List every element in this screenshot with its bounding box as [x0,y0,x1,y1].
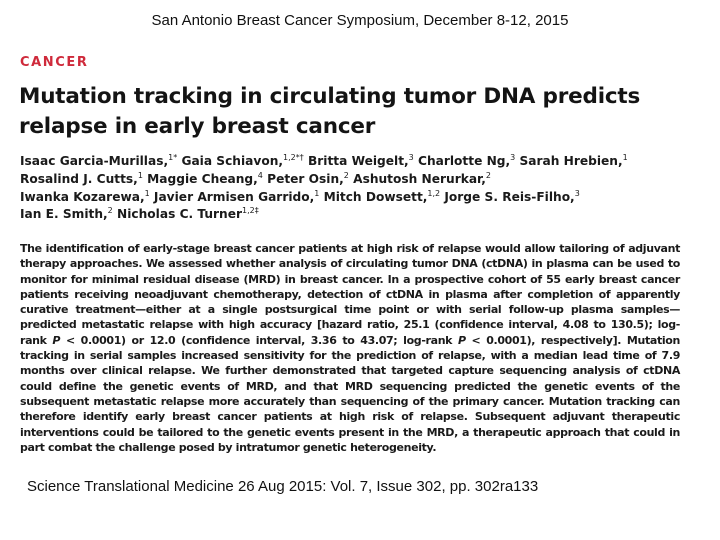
author-affiliation: 3 [408,153,414,162]
author-name: Iwanka Kozarewa, [20,189,145,204]
author-affiliation: 1 [622,153,628,162]
author-name: Rosalind J. Cutts, [20,171,138,186]
author-affiliation: 4 [257,170,263,180]
article-title: Mutation tracking in circulating tumor D… [19,82,699,142]
author-affiliation: 1,2*† [283,153,304,162]
author-affiliation: 1,2‡ [242,206,259,216]
author-affiliation: 3 [510,153,516,162]
author-list: Isaac Garcia-Murillas,1* Gaia Schiavon,1… [20,153,700,224]
author-line: Rosalind J. Cutts,1 Maggie Cheang,4 Pete… [20,171,700,189]
symposium-header: San Antonio Breast Cancer Symposium, Dec… [151,12,569,29]
author-affiliation: 2 [343,170,349,180]
abstract-text: < 0.0001), respectively]. Mutation track… [20,333,680,454]
abstract-text: The identification of early-stage breast… [20,242,680,347]
author-line: Iwanka Kozarewa,1 Javier Armisen Garrido… [20,189,700,207]
author-name: Ashutosh Nerurkar, [353,171,486,186]
author-name: Javier Armisen Garrido, [153,189,315,204]
author-affiliation: 2 [485,170,491,180]
author-line: Ian E. Smith,2 Nicholas C. Turner1,2‡ [20,206,700,224]
author-name: Britta Weigelt, [308,154,409,168]
author-name: Sarah Hrebien, [519,154,623,168]
author-affiliation: 3 [574,188,580,198]
author-name: Charlotte Ng, [418,154,511,168]
p-value-symbol: P [457,333,466,347]
author-name: Ian E. Smith, [20,207,108,222]
author-name: Gaia Schiavon, [181,154,284,168]
author-affiliation: 1* [168,153,178,162]
author-name: Peter Osin, [267,171,344,186]
author-name: Nicholas C. Turner [117,207,242,222]
p-value-symbol: P [52,333,61,347]
author-name: Isaac Garcia-Murillas, [20,154,169,168]
abstract-text: < 0.0001) or 12.0 (confidence interval, … [60,333,458,347]
title-line-1: Mutation tracking in circulating tumor D… [19,84,641,109]
author-line: Isaac Garcia-Murillas,1* Gaia Schiavon,1… [20,153,700,171]
section-label: CANCER [20,55,89,70]
author-name: Mitch Dowsett, [323,189,428,204]
author-affiliation: 1 [144,188,150,198]
abstract: The identification of early-stage breast… [20,241,680,455]
author-affiliation: 2 [107,206,113,216]
author-affiliation: 1,2 [427,188,441,198]
author-name: Jorge S. Reis-Filho, [444,189,575,204]
title-line-2: relapse in early breast cancer [19,114,376,139]
author-affiliation: 1 [314,188,320,198]
journal-citation: Science Translational Medicine 26 Aug 20… [27,478,539,495]
author-affiliation: 1 [137,170,143,180]
author-name: Maggie Cheang, [147,171,258,186]
